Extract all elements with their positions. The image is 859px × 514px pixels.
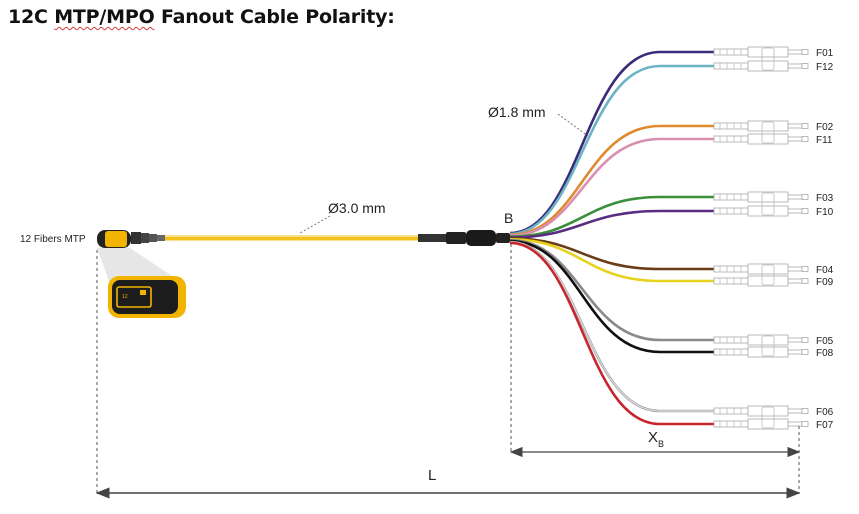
duplex-clip — [761, 406, 775, 429]
lc-connector-f06 — [713, 405, 809, 417]
fiber-diameter-leader — [557, 113, 589, 137]
fiber-label-f07: F07 — [816, 420, 834, 431]
title-mtp-mpo: MTP/MPO — [54, 6, 155, 28]
mtp-connector — [97, 230, 165, 248]
fiber-label-f08: F08 — [816, 348, 834, 359]
fiber-f01 — [509, 50, 714, 235]
lc-connector-f07 — [713, 418, 809, 430]
trunk-diameter-label: Ø3.0 mm — [328, 200, 386, 216]
fiber-label-f02: F02 — [816, 122, 834, 133]
fiber-f10 — [509, 209, 714, 239]
fiber-f09 — [509, 238, 714, 283]
page-title: 12C MTP/MPO Fanout Cable Polarity: — [8, 6, 395, 28]
fiber-group — [509, 50, 714, 426]
duplex-clip — [761, 264, 775, 286]
mtp-zoom-callout: 12 — [97, 248, 186, 318]
lc-connector-f01 — [713, 46, 809, 58]
fiber-f04 — [509, 237, 714, 271]
fiber-label-f05: F05 — [816, 336, 834, 347]
lc-connector-f03 — [713, 191, 809, 203]
title-prefix: 12C — [8, 6, 55, 28]
fiber-label-f03: F03 — [816, 193, 834, 204]
svg-text:12: 12 — [122, 294, 128, 300]
fiber-label-f01: F01 — [816, 48, 834, 59]
fiber-f02 — [509, 124, 714, 237]
xb-label: XB — [648, 429, 664, 449]
lc-connector-f12 — [713, 60, 809, 72]
fiber-f11 — [509, 137, 714, 237]
lc-connector-f02 — [713, 120, 809, 132]
duplex-clip — [761, 192, 775, 216]
overall-length-label: L — [428, 467, 436, 484]
fiber-label-f12: F12 — [816, 62, 834, 73]
fiber-f08 — [509, 239, 714, 354]
fiber-label-f04: F04 — [816, 265, 834, 276]
fiber-outline — [509, 240, 714, 413]
duplex-clip — [761, 121, 775, 144]
xb-label-main: X — [648, 429, 658, 446]
lc-connector-f05 — [713, 334, 809, 346]
fiber-f12 — [509, 64, 714, 236]
fiber-label-f06: F06 — [816, 407, 834, 418]
lc-connector-f08 — [713, 346, 809, 358]
title-suffix: Fanout Cable Polarity: — [154, 6, 395, 28]
fiber-f06 — [509, 241, 714, 412]
xb-label-sub: B — [658, 439, 664, 449]
fiber-label-f11: F11 — [816, 135, 833, 146]
lc-connector-group — [713, 46, 809, 430]
duplex-clip — [761, 47, 775, 71]
breakout-point-label: B — [504, 210, 513, 226]
duplex-clip — [761, 335, 775, 357]
lc-connector-f11 — [713, 133, 809, 145]
lc-connector-f09 — [713, 275, 809, 287]
fiber-f03 — [509, 195, 714, 238]
fiber-label-f10: F10 — [816, 207, 834, 218]
fiber-f07 — [509, 241, 714, 426]
breakout-boot — [418, 230, 510, 246]
fiber-label-f09: F09 — [816, 277, 834, 288]
fiber-diameter-label: Ø1.8 mm — [488, 104, 546, 120]
lc-connector-f04 — [713, 263, 809, 275]
lc-connector-f10 — [713, 205, 809, 217]
trunk-diameter-leader — [299, 215, 331, 234]
mtp-label: 12 Fibers MTP — [20, 234, 86, 245]
